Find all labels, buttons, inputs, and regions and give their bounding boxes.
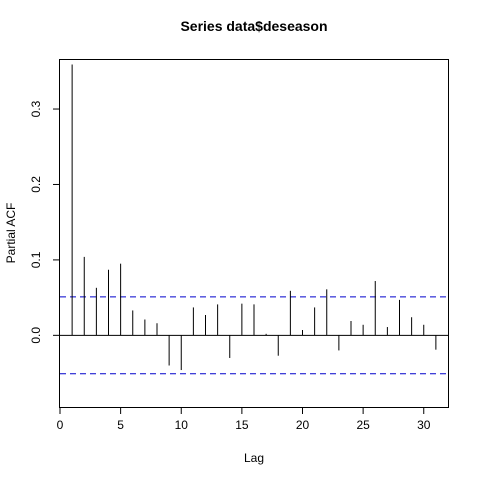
x-tick-label: 10 — [175, 418, 189, 432]
y-tick-label: 0.1 — [29, 251, 43, 268]
x-tick-label: 25 — [356, 418, 370, 432]
y-tick-label: 0.2 — [29, 176, 43, 193]
confidence-lines — [60, 296, 448, 375]
y-axis-label: Partial ACF — [4, 203, 18, 264]
pacf-bars — [71, 64, 437, 371]
x-axis-label: Lag — [244, 451, 264, 465]
y-axis: 0.0 0.1 0.2 0.3 — [29, 100, 60, 344]
x-axis: 0 5 10 15 20 25 30 — [57, 407, 431, 432]
chart-title: Series data$deseason — [180, 18, 327, 34]
x-tick-label: 15 — [235, 418, 249, 432]
x-tick-label: 5 — [117, 418, 124, 432]
y-tick-label: 0.3 — [29, 100, 43, 117]
x-tick-label: 20 — [296, 418, 310, 432]
x-tick-label: 0 — [57, 418, 64, 432]
x-tick-label: 30 — [417, 418, 431, 432]
y-tick-label: 0.0 — [29, 327, 43, 344]
